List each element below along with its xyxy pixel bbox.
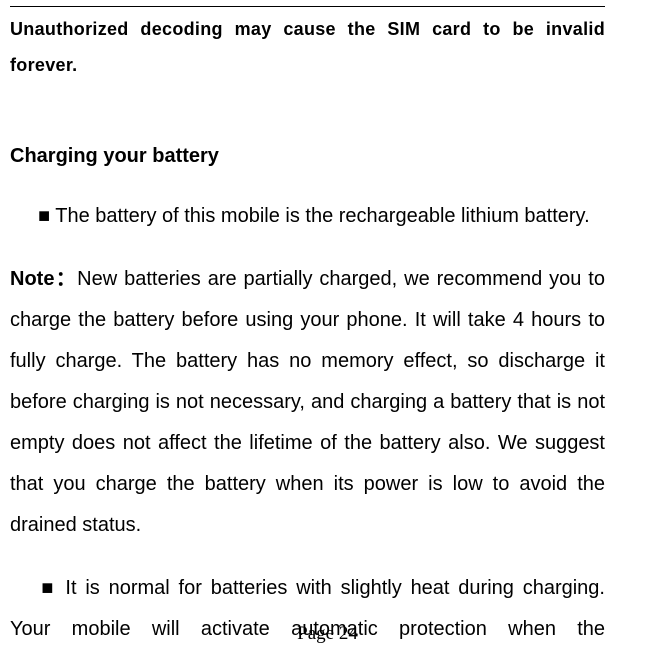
document-page: Unauthorized decoding may cause the SIM … [0, 6, 655, 649]
page-number: Page 24 [0, 623, 655, 645]
note-body: New batteries are partially charged, we … [10, 268, 605, 536]
note-paragraph: Note：New batteries are partially charged… [10, 259, 605, 546]
charging-heading: Charging your battery [10, 145, 605, 168]
top-rule [10, 6, 605, 7]
note-label: Note： [10, 268, 77, 290]
bullet-square-icon: ■ [38, 205, 50, 227]
para1-text: The battery of this mobile is the rechar… [50, 205, 590, 227]
bullet-square-icon: ■ [38, 577, 57, 599]
battery-type-paragraph: ■ The battery of this mobile is the rech… [10, 196, 605, 237]
sim-warning-text: Unauthorized decoding may cause the SIM … [10, 11, 605, 83]
